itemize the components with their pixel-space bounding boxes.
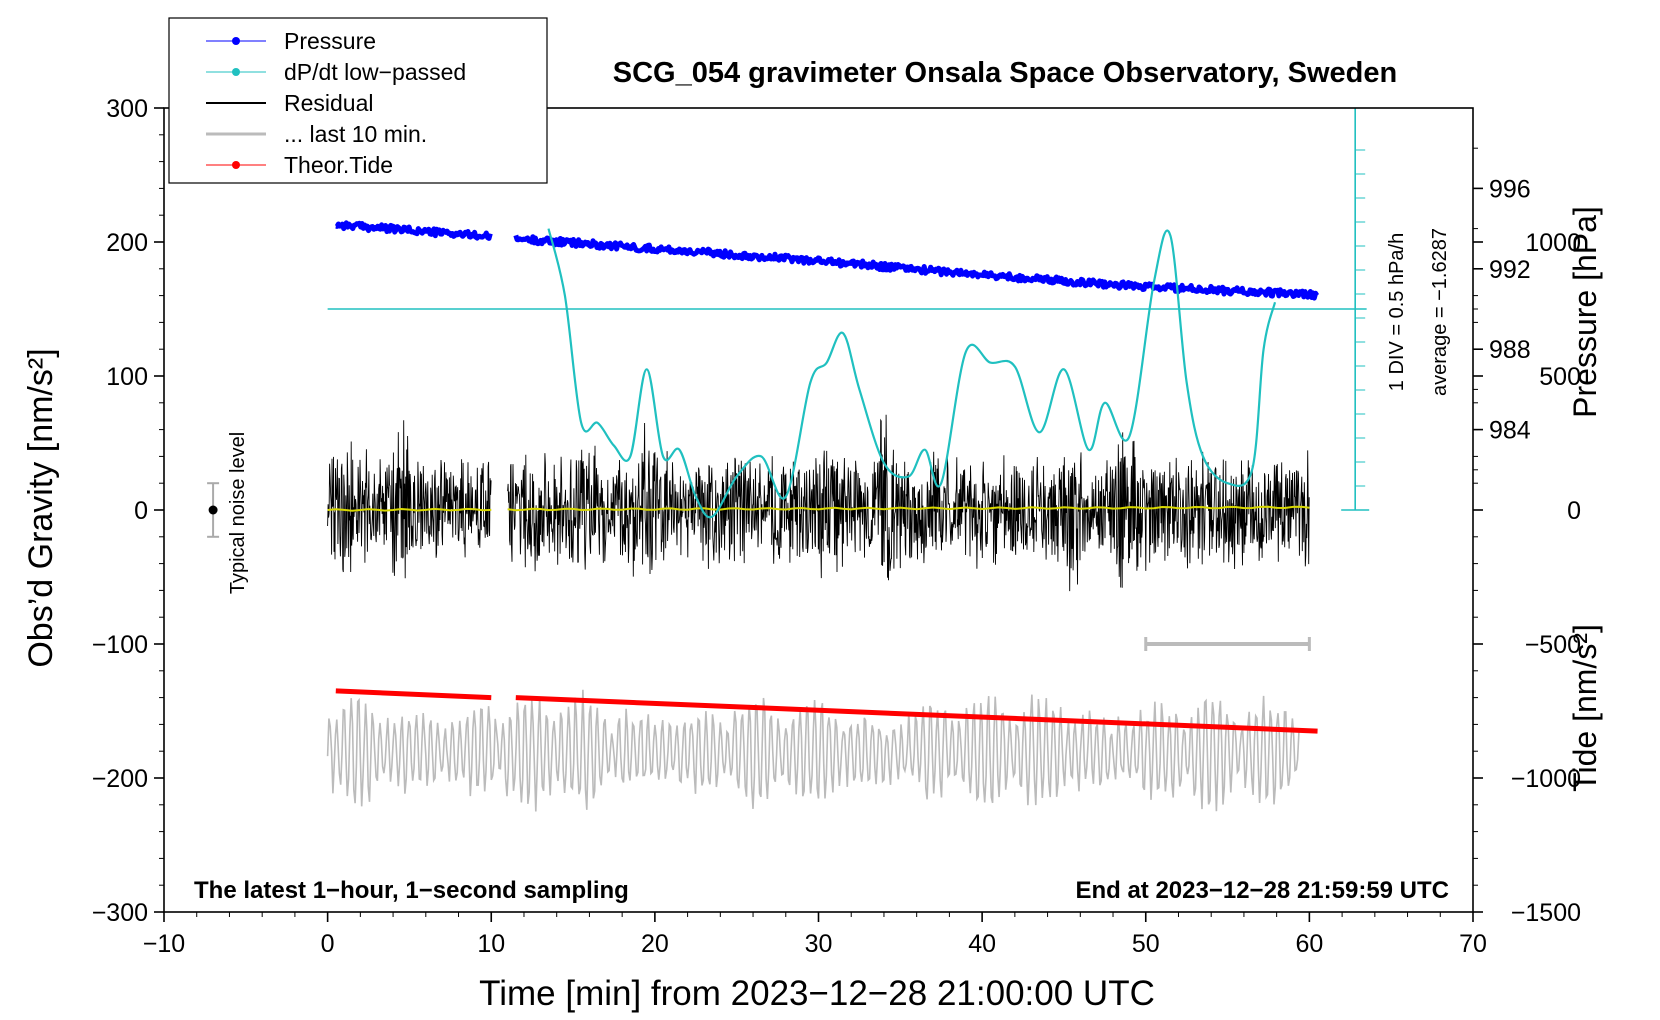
theor-tide-line [515,695,1318,734]
legend-label: ... last 10 min. [284,121,427,147]
pressure-tick-label: 996 [1489,175,1531,203]
legend-marker [232,161,240,169]
x-tick-label: 40 [968,930,996,958]
pressure-trace [513,234,1320,301]
pressure-trace [334,220,493,241]
y-tick-label: −100 [92,631,148,659]
y-axis-label-gravity: Obs’d Gravity [nm/s²] [22,348,60,667]
dpdt-average-label: average = −1.6287 [1429,228,1451,396]
legend-label: Pressure [284,28,376,54]
dpdt-division-label: 1 DIV = 0.5 hPa/h [1386,233,1408,391]
residual-trace-segment [327,420,492,579]
x-tick-label: 70 [1459,930,1487,958]
y-tick-label: 300 [106,95,148,123]
y-tick-label: −300 [92,899,148,927]
footer-end-time: End at 2023−12−28 21:59:59 UTC [1075,877,1449,904]
legend-marker [232,37,240,45]
dpdt-trace [547,228,1277,519]
residual-mean-line [507,505,1310,512]
x-tick-label: 50 [1132,930,1160,958]
x-tick-label: 0 [321,930,335,958]
pressure-tick-label: 984 [1489,417,1531,445]
chart-title: SCG_054 gravimeter Onsala Space Observat… [613,57,1397,89]
footer-sampling-note: The latest 1−hour, 1−second sampling [194,877,629,904]
axes-layer: −10 0 10 20 30 40 50 60 703002001000−100−200−300… [92,95,1581,958]
legend-label: Theor.Tide [284,152,393,178]
tide-tick-label: −1000 [1511,765,1581,793]
y-tick-label: −200 [92,765,148,793]
legend-label: dP/dt low−passed [284,59,466,85]
pressure-tick-label: 988 [1489,336,1531,364]
legend-box [168,17,548,184]
data-layer [207,108,1370,812]
tide-tick-label: 1000 [1525,229,1581,257]
legend-marker [232,68,240,76]
tide-tick-label: −1500 [1511,899,1581,927]
y-axis-label-pressure: Pressure [hPa] [1567,206,1603,418]
legend: Pressure dP/dt low−passed Residual ... last… [168,17,548,184]
tide-tick-label: −500 [1525,631,1581,659]
residual-trace-segment [507,414,1310,592]
x-axis-label: Time [min] from 2023−12−28 21:00:00 UTC [479,974,1155,1013]
x-tick-label: 20 [641,930,669,958]
noise-center-dot [208,505,218,515]
y-tick-label: 100 [106,363,148,391]
x-tick-label: −10 [143,930,185,958]
theor-tide-line [335,688,492,701]
noise-level-label: Typical noise level [227,432,249,594]
x-tick-label: 30 [805,930,833,958]
tide-tick-label: 0 [1567,497,1581,525]
tide-tick-label: 500 [1539,363,1581,391]
y-tick-label: 0 [134,497,148,525]
y-axis-label-tide: Tide [nm/s²] [1567,624,1603,792]
legend-label: Residual [284,90,374,116]
x-tick-label: 10 [477,930,505,958]
residual-mean-line [327,507,492,512]
y-tick-label: 200 [106,229,148,257]
x-tick-label: 60 [1295,930,1323,958]
last-10-min-trace [326,689,1300,812]
pressure-tick-label: 992 [1489,256,1531,284]
